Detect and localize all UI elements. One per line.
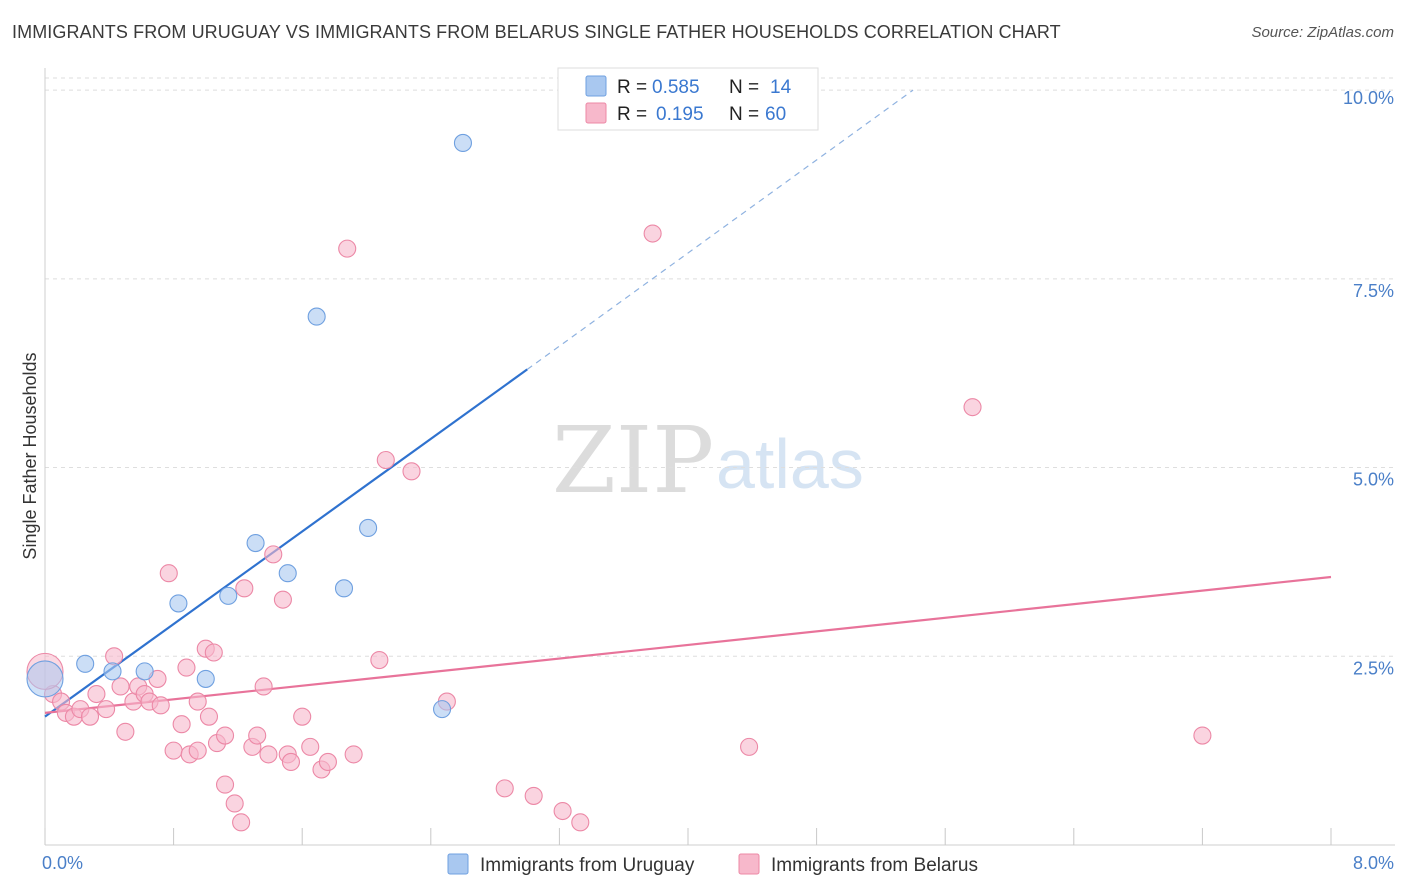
point-belarus-10 (116, 722, 135, 741)
y-tick-label-2: 7.5% (1353, 281, 1394, 301)
legend-r-label-belarus: R = (617, 104, 647, 125)
point-belarus-36 (264, 545, 283, 564)
point-uruguay-11 (359, 518, 378, 537)
point-uruguay-0 (26, 660, 64, 698)
y-tick-label-1: 5.0% (1353, 470, 1394, 490)
legend-swatch-uruguay (585, 75, 607, 97)
point-belarus-16 (151, 696, 170, 715)
legend-n-label-belarus: N = (729, 104, 759, 125)
source-label: Source: ZipAtlas.com (1251, 24, 1394, 41)
watermark-zip: ZIP (552, 407, 714, 514)
point-belarus-27 (215, 726, 235, 745)
point-uruguay-7 (246, 533, 265, 553)
point-belarus-22 (188, 741, 207, 760)
point-belarus-33 (248, 726, 267, 745)
point-belarus-28 (215, 775, 235, 794)
bottom-legend-swatch-belarus (738, 853, 760, 875)
point-uruguay-1 (76, 654, 95, 673)
legend-r-value-belarus: 0.195 (656, 104, 704, 125)
point-belarus-48 (402, 462, 421, 481)
legend-r-value-uruguay: 0.585 (652, 77, 700, 98)
point-belarus-47 (376, 450, 395, 470)
point-belarus-37 (273, 590, 292, 609)
data-points (26, 133, 1212, 832)
legend-n-label-uruguay: N = (729, 77, 759, 98)
bottom-legend-label-belarus: Immigrants from Belarus (771, 855, 978, 876)
point-belarus-17 (159, 564, 178, 583)
point-belarus-55 (740, 737, 759, 756)
watermark-atlas: atlas (716, 425, 864, 503)
x-tick-label-min: 0.0% (42, 853, 83, 873)
point-belarus-31 (235, 579, 254, 598)
point-belarus-9 (111, 677, 130, 696)
point-belarus-20 (177, 658, 196, 677)
point-belarus-54 (643, 224, 662, 243)
legend-r-label-uruguay: R = (617, 77, 647, 98)
legend-swatch-belarus (585, 102, 607, 124)
point-belarus-25 (204, 643, 223, 662)
point-uruguay-10 (334, 579, 354, 598)
chart-title: IMMIGRANTS FROM URUGUAY VS IMMIGRANTS FR… (12, 22, 1061, 42)
legend-n-value-uruguay: 14 (770, 77, 792, 98)
point-belarus-8 (105, 647, 124, 666)
bottom-legend-label-uruguay: Immigrants from Uruguay (480, 855, 695, 876)
trendline-extension-uruguay (526, 89, 914, 370)
trendline-belarus (44, 575, 1332, 714)
legend-n-value-belarus: 60 (765, 104, 786, 125)
point-uruguay-4 (169, 594, 188, 613)
point-belarus-30 (232, 813, 251, 832)
point-belarus-41 (301, 737, 320, 756)
point-belarus-24 (199, 707, 219, 726)
point-belarus-59 (188, 692, 207, 711)
point-belarus-39 (281, 752, 300, 772)
trendlines (44, 89, 1332, 718)
y-tick-label-0: 2.5% (1353, 658, 1394, 678)
point-uruguay-2 (103, 662, 122, 681)
point-uruguay-6 (219, 586, 238, 605)
point-belarus-56 (963, 398, 982, 417)
point-belarus-45 (344, 745, 363, 764)
x-tick-label-max: 8.0% (1353, 853, 1394, 873)
point-belarus-40 (293, 707, 312, 726)
series-legend: Immigrants from Uruguay Immigrants from … (447, 853, 978, 876)
point-belarus-57 (1193, 726, 1212, 745)
point-belarus-44 (338, 239, 357, 258)
point-belarus-46 (370, 650, 389, 670)
point-belarus-53 (571, 813, 590, 832)
point-belarus-18 (164, 741, 183, 760)
point-belarus-7 (97, 700, 116, 719)
point-uruguay-12 (433, 700, 452, 719)
point-uruguay-13 (453, 133, 473, 152)
point-uruguay-8 (278, 564, 297, 583)
correlation-legend: R = 0.585 N = 14 R = 0.195 N = 60 (557, 67, 819, 131)
point-belarus-29 (225, 794, 244, 813)
point-uruguay-9 (307, 307, 326, 326)
point-belarus-52 (553, 801, 572, 821)
point-belarus-6 (87, 684, 106, 704)
point-belarus-19 (172, 715, 191, 734)
point-uruguay-3 (135, 662, 154, 681)
point-uruguay-5 (196, 669, 215, 688)
point-belarus-50 (495, 779, 514, 798)
point-belarus-51 (524, 786, 543, 805)
point-belarus-43 (318, 752, 337, 772)
point-belarus-5 (80, 707, 100, 726)
trendline-uruguay (44, 368, 528, 718)
point-belarus-34 (254, 677, 273, 696)
bottom-legend-swatch-uruguay (447, 853, 469, 875)
point-belarus-35 (259, 745, 278, 764)
y-tick-label-3: 10.0% (1343, 88, 1394, 108)
y-axis-title: Single Father Households (20, 352, 40, 559)
